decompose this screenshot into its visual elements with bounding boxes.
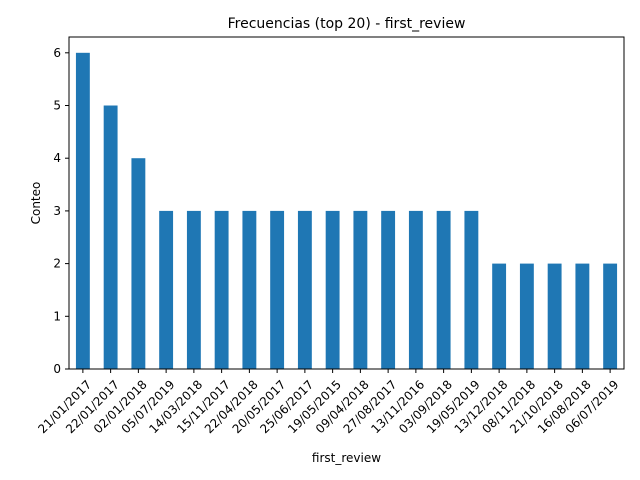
plot-frame bbox=[68, 36, 625, 370]
y-tick-label: 5 bbox=[53, 99, 61, 113]
y-axis-label: Conteo bbox=[29, 182, 43, 225]
bar-19/05/2019 bbox=[464, 210, 479, 369]
bar-05/07/2019 bbox=[159, 210, 174, 369]
bar-21/10/2018 bbox=[547, 263, 562, 369]
bar-06/07/2019 bbox=[603, 263, 618, 369]
y-tick-label: 2 bbox=[53, 257, 61, 271]
y-tick-label: 1 bbox=[53, 309, 61, 323]
bar-14/03/2018 bbox=[186, 210, 201, 369]
x-axis-label: first_review bbox=[312, 451, 381, 465]
y-tick-label: 3 bbox=[53, 204, 61, 218]
bar-15/11/2017 bbox=[214, 210, 229, 369]
bar-21/01/2017 bbox=[75, 52, 90, 370]
bar-22/01/2017 bbox=[103, 105, 118, 369]
bar-20/05/2017 bbox=[270, 210, 285, 369]
bar-13/11/2016 bbox=[408, 210, 423, 369]
bar-16/08/2018 bbox=[575, 263, 590, 369]
y-tick-label: 6 bbox=[53, 46, 61, 60]
bar-03/09/2018 bbox=[436, 210, 451, 369]
bar-08/11/2018 bbox=[519, 263, 534, 369]
y-tick-label: 4 bbox=[53, 151, 61, 165]
bar-27/08/2017 bbox=[381, 210, 396, 369]
y-tick-label: 0 bbox=[53, 362, 61, 376]
x-axis: 21/01/201722/01/201702/01/201805/07/2019… bbox=[35, 369, 621, 436]
bar-13/12/2018 bbox=[492, 263, 507, 369]
bar-25/06/2017 bbox=[297, 210, 312, 369]
bar-19/05/2015 bbox=[325, 210, 340, 369]
bars-layer bbox=[75, 52, 618, 370]
bar-22/04/2018 bbox=[242, 210, 257, 369]
chart-title: Frecuencias (top 20) - first_review bbox=[228, 16, 466, 32]
bar-02/01/2018 bbox=[131, 158, 146, 369]
bar-09/04/2018 bbox=[353, 210, 368, 369]
y-axis: 0 1 2 3 4 5 6 bbox=[53, 46, 69, 376]
